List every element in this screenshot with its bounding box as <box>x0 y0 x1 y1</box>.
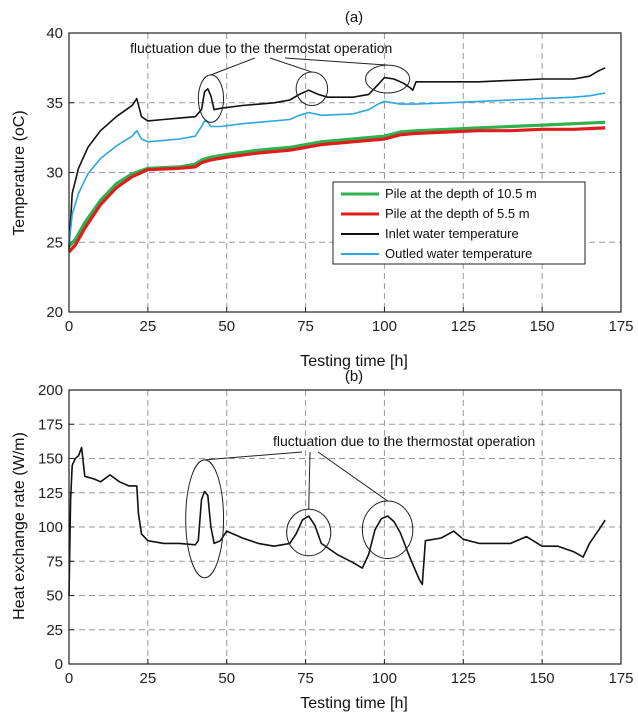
panel-a-title: (a) <box>345 9 363 26</box>
panel-b-title: (b) <box>345 368 363 385</box>
y-tick-label: 100 <box>38 519 63 536</box>
x-tick-label: 25 <box>140 318 157 335</box>
panel-a-series <box>67 67 606 254</box>
y-tick-label: 200 <box>38 382 63 399</box>
panel-a-annotation: fluctuation due to the thermostat operat… <box>130 40 392 56</box>
x-tick-label: 125 <box>451 670 476 687</box>
legend: Pile at the depth of 10.5 m Pile at the … <box>332 181 586 265</box>
panel-b-grid <box>69 390 621 664</box>
x-tick-label: 25 <box>140 670 157 687</box>
x-tick-label: 100 <box>372 670 397 687</box>
panel-b-annotation: fluctuation due to the thermostat operat… <box>273 433 535 449</box>
highlight-ellipse <box>365 64 411 94</box>
y-tick-label: 150 <box>38 451 63 468</box>
panel-b-ylabel: Heat exchange rate (W/m) <box>11 432 28 620</box>
y-tick-label: 40 <box>46 25 63 42</box>
y-tick-label: 125 <box>38 485 63 502</box>
legend-label-2: Pile at the depth of 5.5 m <box>385 206 530 221</box>
y-tick-label: 20 <box>46 304 63 321</box>
highlight-ellipse <box>197 74 225 123</box>
highlight-ellipse <box>185 459 225 579</box>
panel-b-highlights <box>185 459 414 579</box>
annotation-arrow <box>269 57 313 73</box>
series-line-1 <box>67 120 606 248</box>
panel-a-highlights <box>197 64 411 123</box>
panel-a-annotation-arrows <box>210 57 388 76</box>
panel-a: (a) 20 25 30 35 40 0 25 50 75 100 125 150 175 fluct… <box>11 9 634 370</box>
panel-a-ylabel: Temperature (oC) <box>11 110 28 235</box>
y-tick-label: 175 <box>38 416 63 433</box>
panel-a-xticks: 0 25 50 75 100 125 150 175 <box>65 307 634 335</box>
panel-a-frame <box>68 32 622 313</box>
legend-label-4: Outled water temperature <box>385 246 532 261</box>
x-tick-label: 75 <box>297 670 314 687</box>
series-line-4 <box>68 92 606 246</box>
panel-b-series <box>68 446 606 596</box>
x-tick-label: 50 <box>218 318 235 335</box>
panel-a-xlabel: Testing time [h] <box>300 353 408 370</box>
legend-box <box>332 181 586 265</box>
panel-b-xticks: 0 25 50 75 100 125 150 175 <box>65 659 634 687</box>
x-tick-label: 0 <box>65 318 73 335</box>
annotation-arrow <box>308 451 311 510</box>
series-line-3 <box>68 67 606 250</box>
y-tick-label: 0 <box>55 656 63 673</box>
x-tick-label: 125 <box>451 318 476 335</box>
panel-b: (b) 0 25 50 75 100 125 150 175 200 0 25 50 75 100 125… <box>11 368 634 712</box>
x-tick-label: 150 <box>530 670 555 687</box>
y-tick-label: 25 <box>46 622 63 639</box>
panel-a-yticks: 20 25 30 35 40 <box>46 25 74 321</box>
y-tick-label: 25 <box>46 234 63 251</box>
y-tick-label: 75 <box>46 553 63 570</box>
y-tick-label: 35 <box>46 95 63 112</box>
x-tick-label: 150 <box>530 318 555 335</box>
y-tick-label: 30 <box>46 165 63 182</box>
annotation-arrow <box>317 451 388 502</box>
x-tick-label: 75 <box>297 318 314 335</box>
legend-label-1: Pile at the depth of 10.5 m <box>385 186 537 201</box>
panel-b-frame <box>68 389 622 665</box>
x-tick-label: 175 <box>608 318 633 335</box>
y-tick-label: 50 <box>46 588 63 605</box>
series-line-1 <box>68 446 606 596</box>
panel-b-xlabel: Testing time [h] <box>300 695 408 712</box>
panel-a-grid <box>69 33 621 312</box>
annotation-arrow <box>210 57 256 76</box>
x-tick-label: 50 <box>218 670 235 687</box>
annotation-arrow <box>284 57 388 66</box>
highlight-ellipse <box>361 500 414 560</box>
annotation-arrow <box>204 451 303 461</box>
x-tick-label: 0 <box>65 670 73 687</box>
panel-b-yticks: 0 25 50 75 100 125 150 175 200 <box>38 382 74 673</box>
panel-b-annotation-arrows <box>204 451 388 510</box>
series-line-2 <box>67 126 606 254</box>
highlight-ellipse <box>295 71 329 107</box>
x-tick-label: 100 <box>372 318 397 335</box>
legend-label-3: Inlet water temperature <box>385 226 519 241</box>
x-tick-label: 175 <box>608 670 633 687</box>
